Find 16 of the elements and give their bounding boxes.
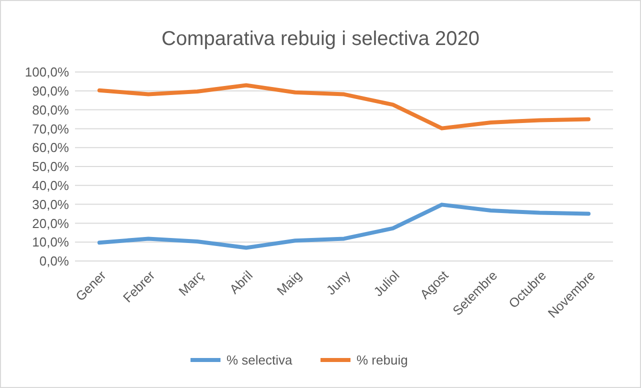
line-series [97,202,591,250]
y-tick-label: 10,0% [32,234,70,250]
y-tick-label: 0,0% [39,254,70,269]
y-tick-label: 90,0% [32,83,70,98]
legend-label: % selectiva [226,352,294,368]
y-tick-label: 20,0% [32,216,70,231]
y-tick-label: 30,0% [32,196,70,212]
y-tick-label: 50,0% [32,159,70,174]
y-tick-label: 80,0% [32,102,70,118]
y-tick-label: 70,0% [32,121,70,136]
y-tick-label: 100,0% [24,64,70,80]
chart-title: Comparativa rebuig i selectiva 2020 [162,28,480,50]
legend-label: % rebuig [356,352,408,368]
line-series [97,83,591,130]
y-tick-label: 40,0% [32,178,70,193]
y-tick-label: 60,0% [32,140,70,156]
